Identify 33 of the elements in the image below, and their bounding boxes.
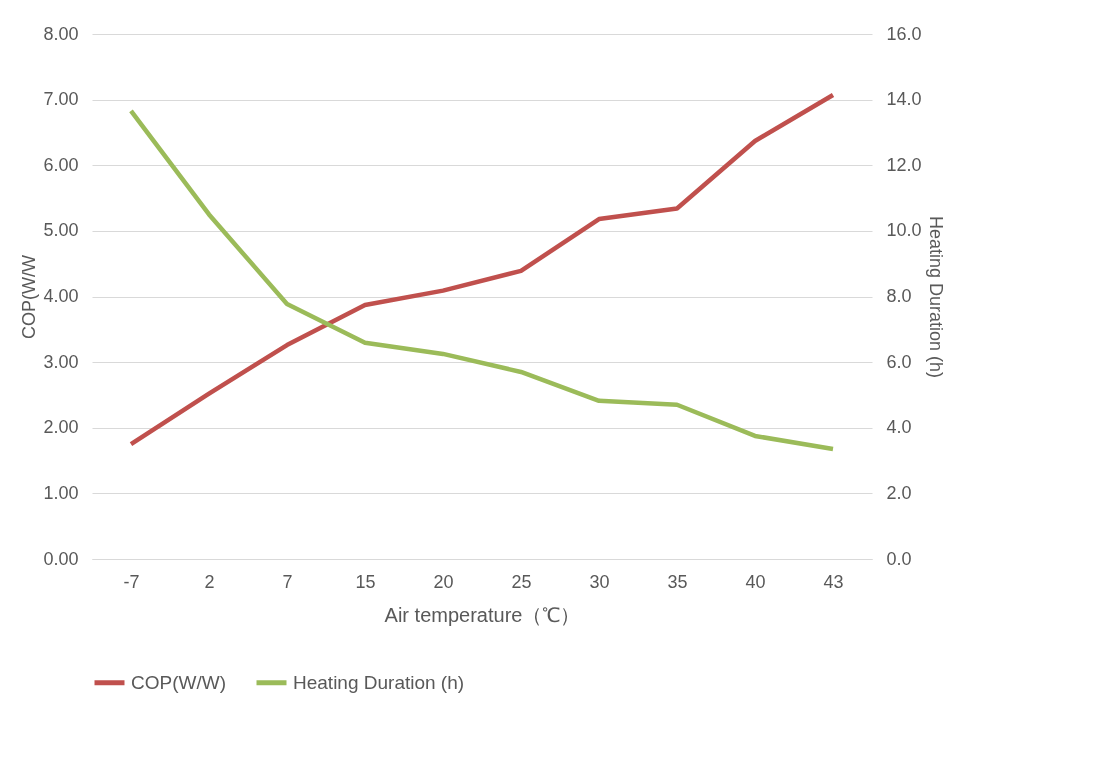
x-tick-label: 43 xyxy=(823,571,844,592)
y2-tick-label: 12.0 xyxy=(886,154,922,175)
y-axis-title: COP(W/W xyxy=(19,255,40,339)
x-tick-label: 2 xyxy=(204,571,215,592)
y-tick-label: 3.00 xyxy=(43,351,79,372)
x-tick-label: 7 xyxy=(282,571,293,592)
y-tick-label: 6.00 xyxy=(43,154,79,175)
x-axis-title: Air temperature（℃） xyxy=(384,603,581,626)
x-tick-label: 40 xyxy=(745,571,766,592)
y2-tick-label: 0.0 xyxy=(886,548,912,569)
y2-tick-label: 16.0 xyxy=(886,23,922,44)
y2-axis-title: Heating Duration (h) xyxy=(925,215,946,379)
legend-label: Heating Duration (h) xyxy=(293,671,465,693)
y2-tick-label: 14.0 xyxy=(886,89,922,110)
y-tick-label: 2.00 xyxy=(43,417,79,438)
y2-tick-label: 2.0 xyxy=(886,482,912,503)
y2-tick-label: 6.0 xyxy=(886,351,912,372)
y2-tick-label: 8.0 xyxy=(886,286,912,306)
x-tick-label: 30 xyxy=(589,571,610,592)
y2-tick-label: 4.0 xyxy=(886,417,912,438)
x-tick-label: 15 xyxy=(355,571,376,592)
y-tick-label: 1.00 xyxy=(43,482,79,503)
x-tick-label: 25 xyxy=(511,571,532,592)
y-tick-label: 0.00 xyxy=(43,548,79,569)
y-tick-label: 8.00 xyxy=(43,23,79,44)
x-tick-label: -7 xyxy=(123,571,140,592)
y-tick-label: 5.00 xyxy=(43,220,79,241)
y-tick-label: 7.00 xyxy=(43,89,79,110)
legend-label: COP(W/W) xyxy=(131,671,226,693)
x-tick-label: 20 xyxy=(433,571,454,592)
x-tick-label: 35 xyxy=(667,571,688,592)
y-tick-label: 4.00 xyxy=(43,286,79,306)
y2-tick-label: 10.0 xyxy=(886,220,922,241)
